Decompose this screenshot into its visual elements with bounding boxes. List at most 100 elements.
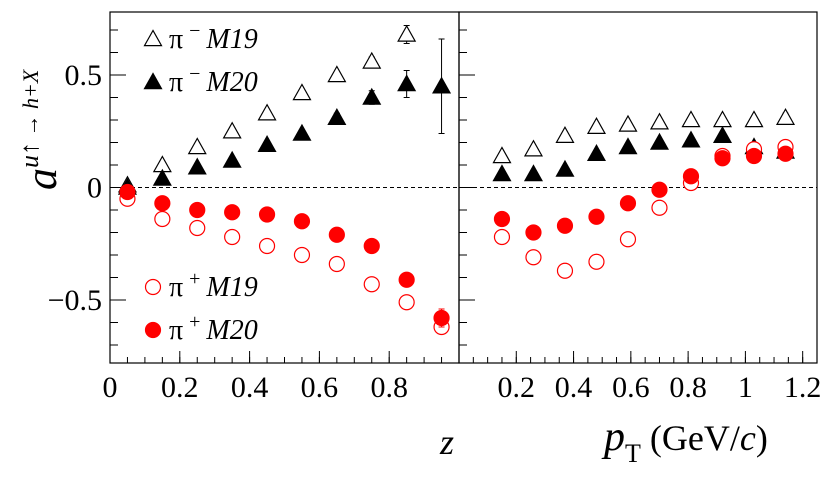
data-point (224, 204, 241, 221)
legend-particle: π (169, 24, 183, 55)
x-tick-label-pT: 0.2 (498, 371, 536, 404)
y-tick-label: 0.5 (65, 59, 103, 92)
legend-charge: − (189, 20, 200, 42)
data-point (152, 168, 172, 186)
x-axis-title-z: z (439, 422, 454, 462)
data-point (119, 183, 136, 201)
data-point (588, 208, 605, 225)
x-axis-title-pt: pT (GeV/c) (601, 414, 768, 468)
x-tick-label-z: 0 (103, 371, 118, 404)
legend-label: π − M20 (169, 63, 258, 98)
data-point (681, 110, 701, 128)
panels-layer: 0 0.2 0.4 0.6 0.8 0.2 0.4 0.6 0.8 1 1.2 −0.5 0 0.5 (48, 11, 821, 404)
series-z-0 (117, 24, 417, 193)
data-point (556, 217, 574, 234)
data-point (523, 164, 543, 182)
data-point (292, 83, 312, 101)
legend-item-bottom-0: π + M19 (144, 268, 258, 303)
x-axis-title-pt-sub: T (625, 439, 641, 468)
data-point (492, 164, 512, 182)
legend-particle: π (169, 315, 183, 346)
data-point (712, 110, 733, 128)
legend-model: M20 (205, 315, 257, 346)
y-tick-label: −0.5 (48, 284, 102, 317)
data-point (777, 145, 794, 162)
x-tick-label-z: 0.2 (161, 371, 199, 404)
data-point (257, 135, 277, 152)
data-point (586, 144, 606, 161)
data-point (745, 147, 763, 165)
data-point (586, 117, 606, 134)
data-point (363, 276, 380, 293)
x-axis-title-pt-p: p (601, 414, 625, 460)
data-point (187, 137, 207, 155)
data-point (493, 228, 511, 246)
data-point (327, 108, 347, 125)
data-point (224, 228, 241, 246)
legend-item-top-1: π − M20 (143, 63, 258, 98)
legend-label: π + M19 (169, 268, 258, 303)
legend-particle: π (169, 272, 183, 303)
legend-label: π + M20 (169, 311, 258, 346)
data-point (328, 226, 345, 243)
legend-particle: π (169, 67, 183, 98)
y-axis-title-text: au↑ → h+X (15, 68, 66, 190)
x-axis-title-pt-units-pre: (GeV/ (641, 418, 740, 458)
series-z-3 (119, 183, 450, 328)
data-point (493, 210, 511, 228)
data-point (588, 253, 605, 270)
series-pT-3 (493, 145, 794, 241)
data-point (525, 249, 542, 266)
data-point (154, 210, 171, 228)
y-axis-title-sup-rest: → h+X (18, 68, 43, 142)
data-point (189, 201, 206, 219)
legend-marker (143, 29, 163, 47)
data-point (222, 121, 242, 139)
data-point (649, 112, 670, 130)
data-point (619, 231, 637, 248)
y-axis-title-base: a (17, 168, 66, 190)
legend-charge: + (189, 268, 200, 290)
data-point (525, 224, 542, 241)
legend-model: M19 (205, 272, 257, 303)
data-point (362, 51, 382, 69)
data-point (681, 130, 701, 148)
data-point (258, 206, 276, 223)
x-tick-label-z: 0.4 (231, 371, 269, 404)
panel-z: 0 0.2 0.4 0.6 0.8 (103, 11, 460, 404)
data-point (651, 181, 668, 198)
data-point (398, 271, 415, 288)
legend-model: M19 (205, 24, 257, 55)
legend-model: M20 (205, 67, 257, 98)
data-point (397, 74, 417, 92)
data-point (327, 65, 347, 83)
data-point (682, 168, 700, 185)
panel-pT: 0.2 0.4 0.6 0.8 1 1.2 (458, 11, 821, 404)
data-point (293, 246, 311, 264)
data-point (555, 126, 575, 143)
data-point (154, 195, 171, 212)
x-tick-label-pT: 0.8 (669, 371, 707, 404)
series-z-2 (119, 190, 450, 336)
data-point (292, 123, 312, 141)
data-point (651, 199, 668, 216)
y-tick-label: 0 (87, 172, 102, 205)
data-point (432, 76, 452, 94)
x-tick-label-pT: 0.4 (555, 371, 593, 404)
data-point (258, 237, 276, 255)
data-point (187, 157, 207, 175)
data-point (618, 114, 638, 132)
data-point (363, 237, 380, 255)
data-point (397, 24, 417, 42)
x-axis-title-pt-units-c: c (740, 418, 756, 458)
x-tick-label-z: 0.6 (301, 371, 339, 404)
data-point (398, 294, 415, 311)
y-axis-title-sup-main: u↑ (15, 142, 44, 168)
data-point (293, 213, 311, 230)
data-point (618, 137, 638, 155)
series-pT-0 (492, 108, 796, 164)
data-point (714, 150, 731, 167)
legend-item-top-0: π − M19 (143, 20, 258, 55)
legend-charge: + (189, 311, 200, 333)
